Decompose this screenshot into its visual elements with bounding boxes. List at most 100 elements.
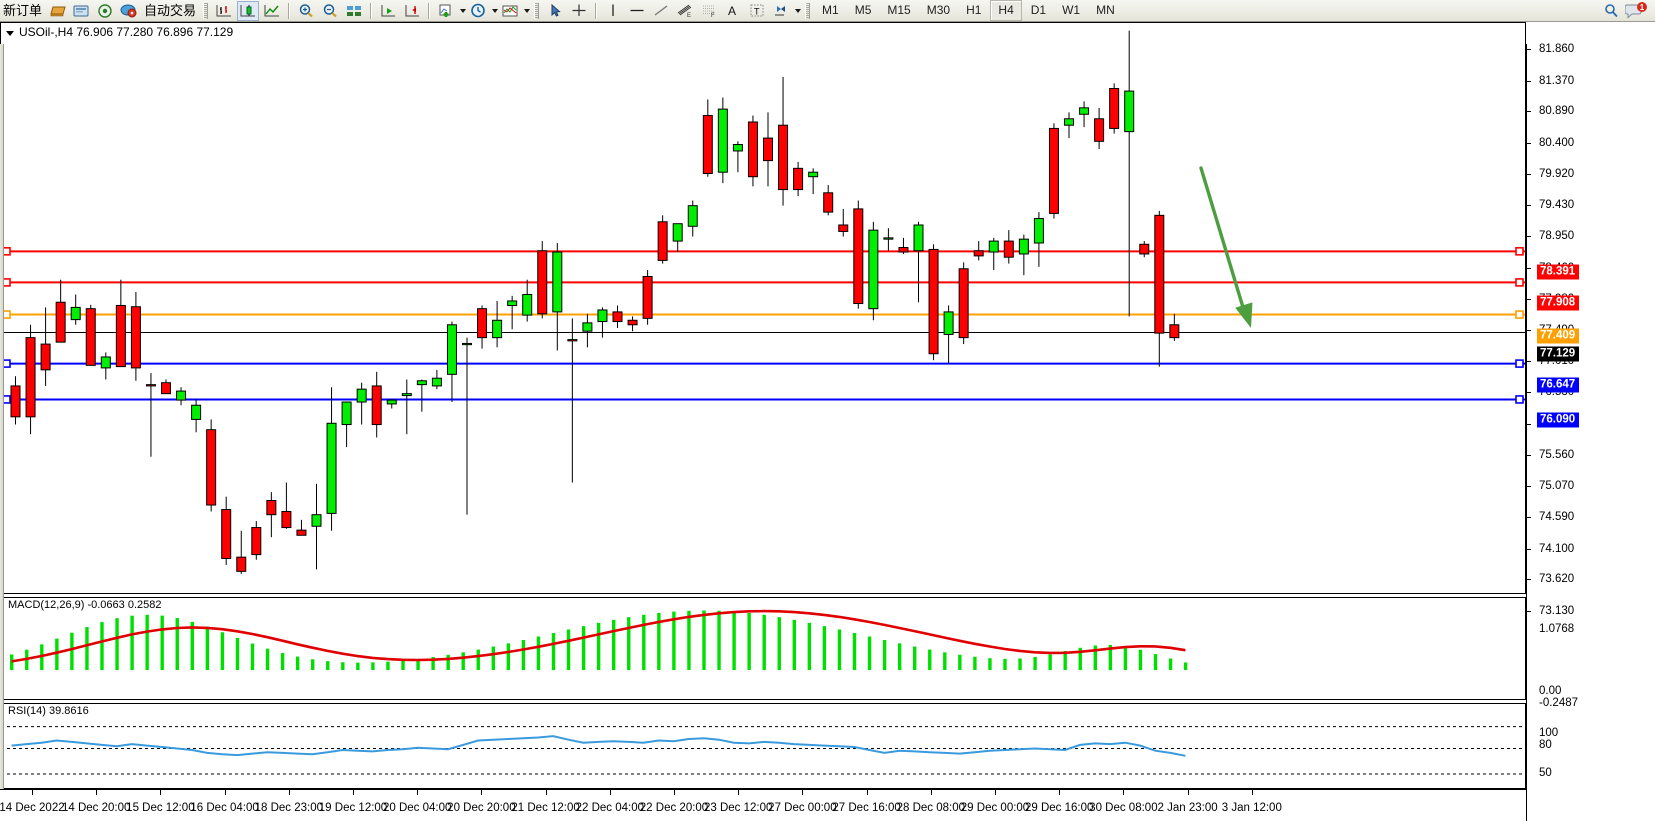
price-level-tag[interactable]: 77.409 — [1537, 328, 1580, 344]
time-tick — [1187, 790, 1189, 795]
toolbar-grip[interactable] — [805, 2, 811, 19]
toolbar-separator — [370, 2, 373, 19]
time-tick-label: 22 Dec 20:00 — [639, 802, 709, 814]
crosshair-icon[interactable] — [568, 1, 590, 21]
auto-trading-icon[interactable] — [118, 1, 140, 21]
fibonacci-icon[interactable]: F — [698, 1, 720, 21]
time-tick-label: 29 Dec 00:00 — [960, 802, 1030, 814]
price-pane[interactable]: USOil-,H4 76.906 77.280 76.896 77.129 — [0, 22, 1526, 594]
timeframe-m1[interactable]: M1 — [822, 3, 839, 17]
objects-icon[interactable] — [770, 1, 792, 21]
macd-histogram-bar — [280, 653, 285, 670]
alert-icon[interactable]: 1 — [1625, 1, 1649, 21]
candle-body — [130, 306, 141, 369]
toolbar-separator — [288, 2, 291, 19]
autoscroll-icon[interactable] — [377, 1, 399, 21]
macd-histogram-bar — [807, 622, 812, 670]
candlestick-icon[interactable] — [237, 0, 260, 21]
timeframe-m5[interactable]: M5 — [854, 3, 872, 17]
macd-histogram-bar — [341, 662, 345, 670]
candle-body — [747, 121, 758, 178]
rsi-svg — [1, 726, 1525, 775]
chevron-down-icon[interactable] — [492, 8, 499, 13]
macd-histogram-bar — [867, 636, 872, 670]
candle-body — [898, 247, 909, 253]
timeframe-m15[interactable]: M15 — [887, 3, 911, 17]
macd-histogram-bar — [295, 656, 300, 670]
macd-histogram-bar — [70, 632, 74, 670]
time-tick — [288, 790, 290, 795]
candle-body — [431, 377, 442, 387]
chevron-down-icon[interactable] — [524, 8, 531, 13]
timeframe-h1[interactable]: H1 — [966, 3, 982, 17]
period-icon[interactable] — [467, 1, 489, 21]
timeframe-w1[interactable]: W1 — [1062, 3, 1081, 17]
candle-body — [356, 388, 367, 403]
macd-histogram-bar — [777, 617, 781, 670]
time-tick-label: 14 Dec 2022 — [0, 802, 65, 814]
candle-body — [401, 393, 412, 397]
price-level-tag[interactable]: 76.647 — [1537, 377, 1580, 393]
cursor-icon[interactable] — [544, 1, 566, 21]
macd-histogram-bar — [897, 643, 902, 670]
macd-histogram-bar — [506, 643, 511, 670]
line-chart-icon[interactable] — [261, 1, 283, 21]
time-axis[interactable]: 14 Dec 2022 14 Dec 20:00 15 Dec 12:00 16 De… — [0, 789, 1526, 821]
timeframe-m30[interactable]: M30 — [926, 3, 951, 17]
gold-bar-icon[interactable] — [46, 1, 68, 21]
collapse-triangle-icon[interactable] — [6, 31, 14, 36]
search-icon[interactable] — [1601, 1, 1623, 21]
macd-pane[interactable]: MACD(12,26,9) -0.0663 0.2582 — [0, 597, 1526, 700]
time-tick-label: 30 Dec 08:00 — [1089, 802, 1158, 814]
trendline-icon[interactable] — [650, 1, 672, 21]
candle-body — [1033, 218, 1044, 244]
candle-body — [507, 300, 518, 306]
chevron-down-icon[interactable] — [795, 8, 802, 13]
auto-trading-button[interactable]: 自动交易 — [144, 2, 197, 18]
new-order-button[interactable]: 新订单 — [3, 2, 43, 18]
candle-body — [1169, 324, 1180, 339]
zoom-out-icon[interactable] — [319, 1, 341, 21]
navigator-icon[interactable] — [94, 1, 116, 21]
templates-icon[interactable] — [499, 1, 521, 21]
toolbar-grip[interactable] — [203, 2, 209, 19]
vline-icon[interactable] — [602, 1, 624, 21]
indicators-icon[interactable] — [435, 1, 457, 21]
equidistant-channel-icon[interactable]: E — [674, 1, 696, 21]
price-level-tag[interactable]: 77.129 — [1537, 346, 1580, 362]
macd-histogram-bar — [943, 652, 947, 670]
macd-histogram-bar — [431, 657, 435, 670]
time-tick-label: 27 Dec 16:00 — [832, 802, 901, 814]
textlabel-icon[interactable]: T — [746, 1, 768, 21]
candle-body — [296, 529, 307, 536]
candle-body — [943, 311, 954, 335]
grid-icon[interactable] — [343, 1, 365, 21]
price-level-tag[interactable]: 78.391 — [1537, 264, 1580, 280]
zoom-in-icon[interactable] — [295, 1, 317, 21]
timeframe-mn[interactable]: MN — [1096, 3, 1115, 17]
price-level-tag[interactable]: 77.908 — [1537, 295, 1580, 311]
timeframe-d1[interactable]: D1 — [1030, 3, 1047, 17]
candle-body — [1064, 118, 1074, 126]
macd-histogram-bar — [145, 614, 149, 670]
text-icon[interactable]: A — [722, 1, 744, 21]
chart-shift-icon[interactable] — [401, 1, 423, 21]
macd-histogram-bar — [672, 611, 676, 670]
hline-icon[interactable] — [626, 1, 648, 21]
axis-tick — [1527, 517, 1531, 518]
time-tick — [995, 790, 996, 795]
price-axis[interactable]: 81.860 81.370 80.890 80.400 79.920 79.430 78.9… — [1526, 43, 1655, 812]
chart-area[interactable]: USOil-,H4 76.906 77.280 76.896 77.129 MA… — [0, 22, 1655, 821]
macd-histogram-bar — [1063, 651, 1067, 670]
terminal-icon[interactable] — [70, 1, 92, 21]
time-tick-label: 15 Dec 12:00 — [126, 802, 195, 814]
macd-histogram-bar — [1078, 647, 1082, 670]
price-level-tag[interactable]: 76.090 — [1537, 412, 1580, 428]
rsi-pane[interactable]: RSI(14) 39.8616 — [0, 703, 1526, 789]
chevron-down-icon[interactable] — [460, 8, 467, 13]
candle-body — [612, 311, 623, 323]
timeframe-h4[interactable]: H4 — [990, 0, 1022, 21]
macd-histogram-bar — [85, 627, 89, 670]
bar-chart-icon[interactable] — [213, 1, 235, 21]
toolbar-grip[interactable] — [534, 2, 540, 19]
